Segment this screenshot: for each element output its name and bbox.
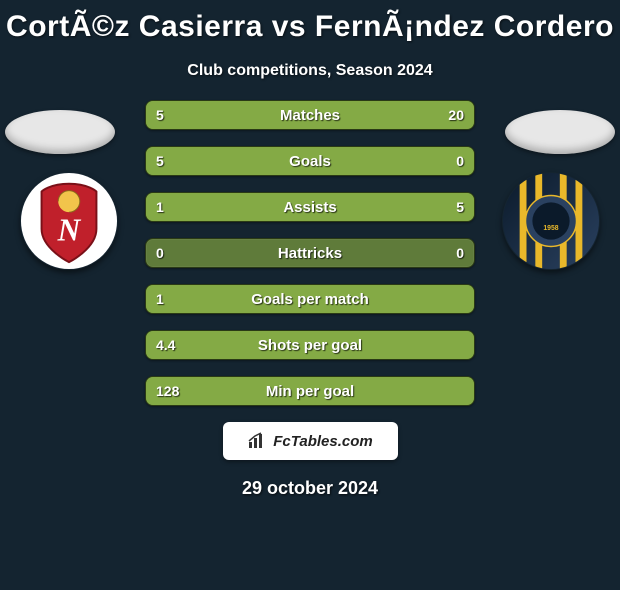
stat-row: 1Goals per match <box>145 284 475 314</box>
svg-text:1958: 1958 <box>543 225 558 232</box>
stat-bars: 520Matches 50Goals 15Assists 0 0Hattricks 1Go… <box>145 100 475 406</box>
svg-text:N: N <box>57 213 82 248</box>
stat-fill-left <box>146 193 202 221</box>
comparison-subtitle: Club competitions, Season 2024 <box>0 62 620 80</box>
chart-icon <box>247 431 267 451</box>
stat-fill-right <box>212 101 474 129</box>
source-badge: FcTables.com <box>223 422 398 460</box>
stat-row: 15Assists <box>145 192 475 222</box>
stat-fill-left <box>146 285 474 313</box>
stat-value-right: 0 <box>456 239 464 267</box>
stat-row: 4.4Shots per goal <box>145 330 475 360</box>
stat-fill-left <box>146 101 212 129</box>
comparison-stage: N 1958 520Matches 50Goals 15Assists 0 0Hattr… <box>0 100 620 406</box>
player-left-placeholder <box>5 110 115 154</box>
team-right-crest: 1958 <box>502 172 600 270</box>
stat-fill-right <box>202 193 474 221</box>
stat-row: 50Goals <box>145 146 475 176</box>
stat-label: Hattricks <box>146 239 474 267</box>
stat-fill-left <box>146 147 474 175</box>
stat-row: 0 0Hattricks <box>145 238 475 268</box>
stat-value-left: 0 <box>156 239 164 267</box>
team-left-crest: N <box>20 172 118 270</box>
stat-fill-left <box>146 377 474 405</box>
stat-row: 128Min per goal <box>145 376 475 406</box>
stat-fill-left <box>146 331 474 359</box>
source-label: FcTables.com <box>273 433 372 450</box>
player-right-placeholder <box>505 110 615 154</box>
comparison-title: CortÃ©z Casierra vs FernÃ¡ndez Cordero <box>0 10 620 44</box>
comparison-date: 29 october 2024 <box>0 478 620 499</box>
stat-row: 520Matches <box>145 100 475 130</box>
